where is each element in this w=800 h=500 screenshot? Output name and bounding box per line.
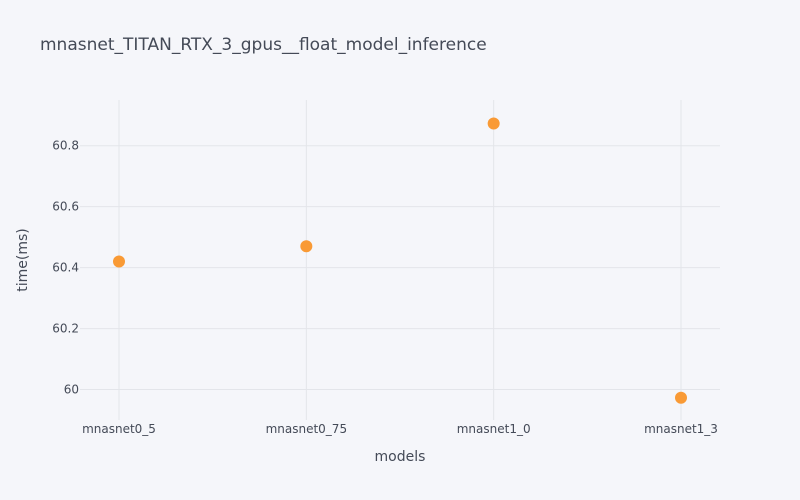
y-tick-label: 60.6 bbox=[52, 200, 79, 214]
x-tick-label: mnasnet1_0 bbox=[457, 422, 531, 436]
y-axis-label: time(ms) bbox=[15, 228, 31, 292]
x-axis-label: models bbox=[375, 449, 426, 465]
y-grid bbox=[80, 145, 720, 391]
y-tick-label: 60.2 bbox=[52, 322, 79, 336]
y-tick-label: 60.8 bbox=[52, 139, 79, 153]
data-point[interactable] bbox=[113, 255, 125, 268]
data-point[interactable] bbox=[300, 240, 313, 253]
x-tick-label: mnasnet1_3 bbox=[644, 422, 718, 436]
x-tick-label: mnasnet0_75 bbox=[266, 422, 348, 436]
data-point[interactable] bbox=[487, 117, 500, 130]
data-point[interactable] bbox=[675, 391, 687, 404]
x-grid bbox=[118, 100, 682, 420]
x-tick-labels: mnasnet0_5 mnasnet0_75 mnasnet1_0 mnasnet1_… bbox=[82, 422, 718, 436]
chart-title: mnasnet_TITAN_RTX_3_gpus__float_model_in… bbox=[40, 35, 487, 55]
x-tick-label: mnasnet0_5 bbox=[82, 422, 156, 436]
y-tick-label: 60.4 bbox=[52, 261, 79, 275]
data-points bbox=[113, 117, 687, 404]
y-tick-label: 60 bbox=[64, 383, 79, 397]
y-tick-labels: 60 60.2 60.4 60.6 60.8 bbox=[52, 139, 79, 397]
